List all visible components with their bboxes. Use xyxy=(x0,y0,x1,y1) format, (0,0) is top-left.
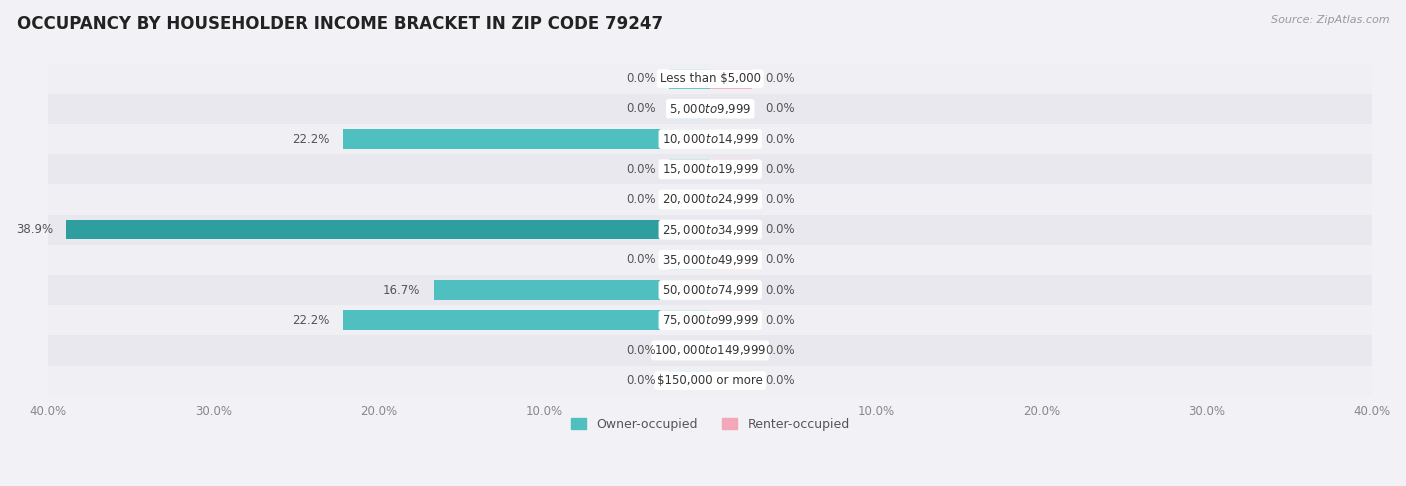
Bar xyxy=(434,280,710,300)
Bar xyxy=(48,94,1372,124)
Bar xyxy=(710,129,752,149)
Bar xyxy=(710,311,752,330)
Bar xyxy=(48,305,1372,335)
Bar xyxy=(48,64,1372,94)
Bar xyxy=(669,69,710,88)
Bar xyxy=(710,159,752,179)
Text: 22.2%: 22.2% xyxy=(292,133,329,146)
Bar xyxy=(710,69,752,88)
Bar xyxy=(669,190,710,209)
Bar xyxy=(710,280,752,300)
Text: $75,000 to $99,999: $75,000 to $99,999 xyxy=(661,313,759,327)
Text: 0.0%: 0.0% xyxy=(765,223,794,236)
Text: $150,000 or more: $150,000 or more xyxy=(657,374,763,387)
Text: 38.9%: 38.9% xyxy=(15,223,53,236)
Text: 0.0%: 0.0% xyxy=(765,133,794,146)
Text: $20,000 to $24,999: $20,000 to $24,999 xyxy=(661,192,759,207)
Text: $35,000 to $49,999: $35,000 to $49,999 xyxy=(661,253,759,267)
Text: 0.0%: 0.0% xyxy=(626,374,655,387)
Text: 0.0%: 0.0% xyxy=(765,253,794,266)
Text: 16.7%: 16.7% xyxy=(384,283,420,296)
Bar xyxy=(710,250,752,270)
Bar xyxy=(48,184,1372,214)
Text: $25,000 to $34,999: $25,000 to $34,999 xyxy=(661,223,759,237)
Bar xyxy=(48,124,1372,154)
Text: 0.0%: 0.0% xyxy=(765,103,794,115)
Text: Source: ZipAtlas.com: Source: ZipAtlas.com xyxy=(1271,15,1389,25)
Text: 0.0%: 0.0% xyxy=(626,163,655,176)
Bar xyxy=(48,365,1372,396)
Text: 0.0%: 0.0% xyxy=(626,344,655,357)
Text: 0.0%: 0.0% xyxy=(765,374,794,387)
Bar xyxy=(48,335,1372,365)
Bar xyxy=(343,311,710,330)
Text: 0.0%: 0.0% xyxy=(765,283,794,296)
Text: $5,000 to $9,999: $5,000 to $9,999 xyxy=(669,102,751,116)
Text: 22.2%: 22.2% xyxy=(292,314,329,327)
Bar xyxy=(669,371,710,390)
Text: Less than $5,000: Less than $5,000 xyxy=(659,72,761,85)
Text: 0.0%: 0.0% xyxy=(626,72,655,85)
Bar xyxy=(710,190,752,209)
Text: 0.0%: 0.0% xyxy=(626,103,655,115)
Bar xyxy=(710,99,752,119)
Bar xyxy=(669,250,710,270)
Bar xyxy=(48,214,1372,245)
Bar xyxy=(710,220,752,240)
Bar xyxy=(669,159,710,179)
Text: 0.0%: 0.0% xyxy=(626,193,655,206)
Text: $10,000 to $14,999: $10,000 to $14,999 xyxy=(661,132,759,146)
Text: OCCUPANCY BY HOUSEHOLDER INCOME BRACKET IN ZIP CODE 79247: OCCUPANCY BY HOUSEHOLDER INCOME BRACKET … xyxy=(17,15,664,33)
Bar xyxy=(343,129,710,149)
Text: 0.0%: 0.0% xyxy=(626,253,655,266)
Legend: Owner-occupied, Renter-occupied: Owner-occupied, Renter-occupied xyxy=(565,413,855,436)
Bar xyxy=(669,341,710,360)
Bar xyxy=(48,245,1372,275)
Bar xyxy=(669,99,710,119)
Text: 0.0%: 0.0% xyxy=(765,72,794,85)
Text: $100,000 to $149,999: $100,000 to $149,999 xyxy=(654,344,766,357)
Text: $50,000 to $74,999: $50,000 to $74,999 xyxy=(661,283,759,297)
Bar xyxy=(48,275,1372,305)
Text: $15,000 to $19,999: $15,000 to $19,999 xyxy=(661,162,759,176)
Bar xyxy=(710,341,752,360)
Text: 0.0%: 0.0% xyxy=(765,314,794,327)
Bar xyxy=(66,220,710,240)
Bar xyxy=(48,154,1372,184)
Text: 0.0%: 0.0% xyxy=(765,193,794,206)
Bar xyxy=(710,371,752,390)
Text: 0.0%: 0.0% xyxy=(765,163,794,176)
Text: 0.0%: 0.0% xyxy=(765,344,794,357)
